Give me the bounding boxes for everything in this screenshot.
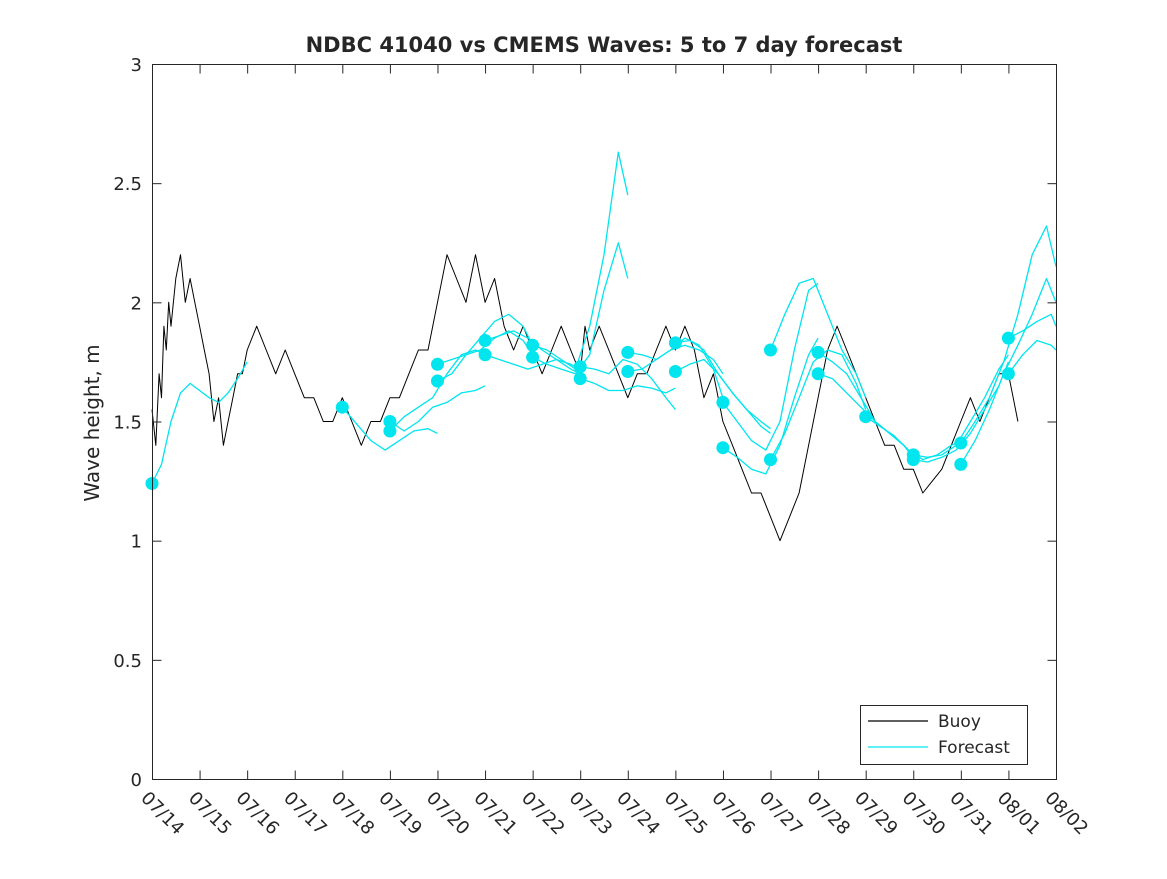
- forecast-start-marker: [526, 338, 540, 352]
- marker-layer: [145, 331, 1015, 490]
- y-tick-label: 2: [131, 293, 142, 314]
- forecast-series-line: [580, 358, 676, 411]
- forecast-start-marker: [954, 436, 968, 450]
- forecast-start-marker: [621, 345, 635, 359]
- forecast-start-marker: [811, 367, 825, 381]
- forecast-series-line: [1007, 339, 1057, 375]
- forecast-start-marker: [478, 334, 492, 347]
- forecast-start-marker: [716, 395, 730, 409]
- y-tick-label: 1.5: [113, 413, 142, 434]
- forecast-start-marker: [906, 453, 920, 467]
- forecast-start-marker: [1001, 331, 1015, 345]
- forecast-series-line: [769, 277, 867, 398]
- y-axis-label: Wave height, m: [80, 344, 104, 501]
- forecast-series-line: [532, 151, 629, 370]
- forecast-series-line: [960, 277, 1057, 465]
- forecast-start-marker: [335, 400, 349, 414]
- forecast-series-line: [151, 361, 248, 484]
- forecast-start-marker: [668, 365, 682, 378]
- forecast-series-line: [1008, 313, 1057, 339]
- forecast-start-marker: [526, 350, 540, 364]
- forecast-start-marker: [668, 336, 682, 350]
- forecast-start-marker: [478, 348, 492, 362]
- forecast-start-marker: [431, 357, 444, 371]
- chart-title: NDBC 41040 vs CMEMS Waves: 5 to 7 day fo…: [306, 33, 903, 57]
- forecast-series-line: [437, 313, 534, 365]
- y-tick-label: 1: [131, 532, 142, 553]
- forecast-series-line: [579, 377, 676, 394]
- legend-box: [860, 705, 1028, 765]
- forecast-start-marker: [621, 365, 635, 378]
- y-tick-label: 0: [131, 770, 142, 791]
- forecast-start-marker: [764, 343, 777, 357]
- legend-buoy-label: Buoy: [938, 712, 981, 732]
- forecast-series-line: [341, 406, 438, 451]
- forecast-series-line: [913, 354, 1009, 458]
- forecast-start-marker: [1001, 367, 1015, 381]
- forecast-start-marker: [811, 345, 825, 359]
- forecast-series-line: [389, 385, 486, 432]
- forecast-start-marker: [764, 453, 777, 467]
- y-tick-label: 0.5: [113, 651, 142, 672]
- forecast-start-marker: [573, 372, 587, 386]
- forecast-start-marker: [954, 457, 968, 471]
- forecast-series-line: [675, 358, 771, 434]
- legend-forecast-label: Forecast: [938, 738, 1010, 758]
- forecast-start-marker: [573, 360, 587, 374]
- forecast-start-marker: [383, 424, 397, 438]
- forecast-start-marker: [383, 415, 397, 428]
- legend: Buoy Forecast: [860, 705, 1028, 765]
- y-tick-label: 2.5: [113, 174, 142, 195]
- y-tick-label: 3: [131, 55, 142, 76]
- forecast-start-marker: [716, 441, 730, 455]
- forecast-start-marker: [431, 374, 444, 388]
- forecast-start-marker: [859, 410, 873, 424]
- forecast-series-line: [722, 282, 819, 451]
